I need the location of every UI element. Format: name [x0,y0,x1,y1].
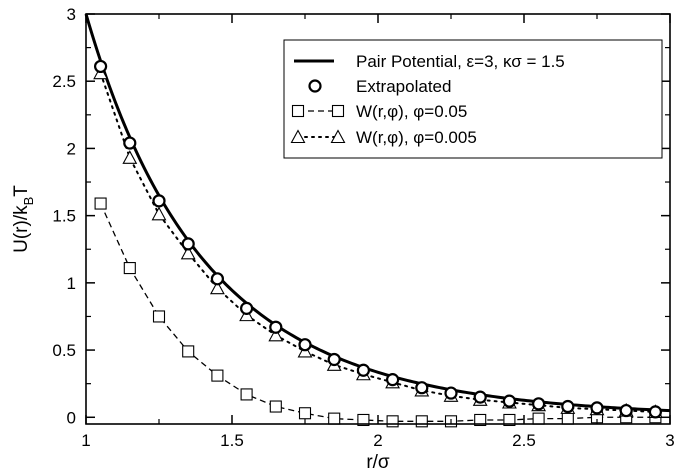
legend-swatch-phi-0.005-marker [290,129,306,144]
legend-swatch-phi-0.05-marker [291,104,305,118]
series-phi-0.05-point [561,412,574,425]
series-extrapolated-point [356,363,370,377]
series-extrapolated-point [648,405,663,419]
y-tick-label: 2.5 [52,72,76,91]
series-extrapolated-point [386,373,400,387]
series-extrapolated-point [152,194,166,208]
axes: 1 1.5 2 2.5 3 0 0.5 1 1.5 2 2.5 3 [52,5,674,450]
series-phi-0.005-point [122,150,138,164]
legend-label-extrapolated: Extrapolated [356,77,451,96]
legend-swatch-phi-0.05-marker [331,104,345,118]
y-tick-label: 1 [67,274,76,293]
series-extrapolated-point [561,399,575,414]
series-extrapolated-point [298,338,312,352]
series-extrapolated-point [415,381,429,395]
y-axis-label-main: U(r)/k [11,205,32,253]
series-extrapolated-point [181,237,195,251]
series-extrapolated-point [93,59,108,74]
series-phi-0.05-point [298,407,312,420]
series-extrapolated-point [269,320,283,334]
x-tick-label: 2 [373,431,382,450]
series-extrapolated-point [444,386,458,400]
y-tick-label: 0 [67,408,76,427]
y-tick-label: 1.5 [52,207,76,226]
series-phi-0.05-point [211,369,224,382]
series-phi-0.05-point [357,413,370,427]
legend-box [283,39,663,159]
series-phi-0.05-point [386,415,399,428]
series-phi-0.05-point [328,412,341,425]
series-phi-0.005-point [151,206,167,221]
series-extrapolated-point [502,394,516,408]
y-tick-label: 2 [67,139,76,158]
legend: Pair Potential, ε=3, κσ = 1.5 Extrapolate… [283,39,663,159]
series-phi-0.05-point [152,310,166,323]
y-axis-label-tail: T [11,185,32,197]
series-extrapolated-point [473,390,487,404]
series-extrapolated-point [327,352,341,367]
series-extrapolated-point [123,136,137,150]
legend-label-phi-0.005: W(r,φ), φ=0.005 [356,128,477,147]
series-extrapolated-point [590,401,604,415]
legend-label-pair-potential: Pair Potential, ε=3, κσ = 1.5 [356,52,565,71]
series-phi-0.05-point [123,262,136,275]
series-phi-0.05-point [182,345,195,358]
y-tick-label: 0.5 [52,341,76,360]
series-phi-0.05-point [269,400,282,413]
x-tick-label: 3 [665,431,674,450]
x-tick-label: 2.5 [512,431,536,450]
series-extrapolated-point [531,397,546,411]
y-axis-label: U(r)/kBT [11,185,36,253]
series-phi-0.05-point [474,413,487,427]
series-extrapolated-point [240,301,254,315]
series-phi-0.05-point [240,388,253,401]
legend-label-phi-0.05: W(r,φ), φ=0.05 [356,102,467,121]
series-phi-0.05-point [94,197,107,210]
series-phi-0.05-point [415,415,428,428]
legend-swatch-phi-0.005-marker [330,129,346,144]
plot-area [84,13,671,428]
x-tick-label: 1.5 [220,431,244,450]
series-phi-0.005-point [268,327,284,342]
series-phi-0.005-point [180,245,196,260]
y-tick-label: 3 [67,5,76,24]
series-extrapolated-point [210,272,224,286]
x-axis-label: r/σ [366,452,390,473]
series-phi-0.05-point [532,412,545,425]
series-phi-0.005-point [209,280,225,295]
legend-swatch-extrapolated [308,79,322,93]
x-tick-label: 1 [81,431,90,450]
series-extrapolated-point [619,403,633,418]
y-axis-label-subscript: B [21,197,36,206]
series-phi-0.05-point [503,413,516,427]
